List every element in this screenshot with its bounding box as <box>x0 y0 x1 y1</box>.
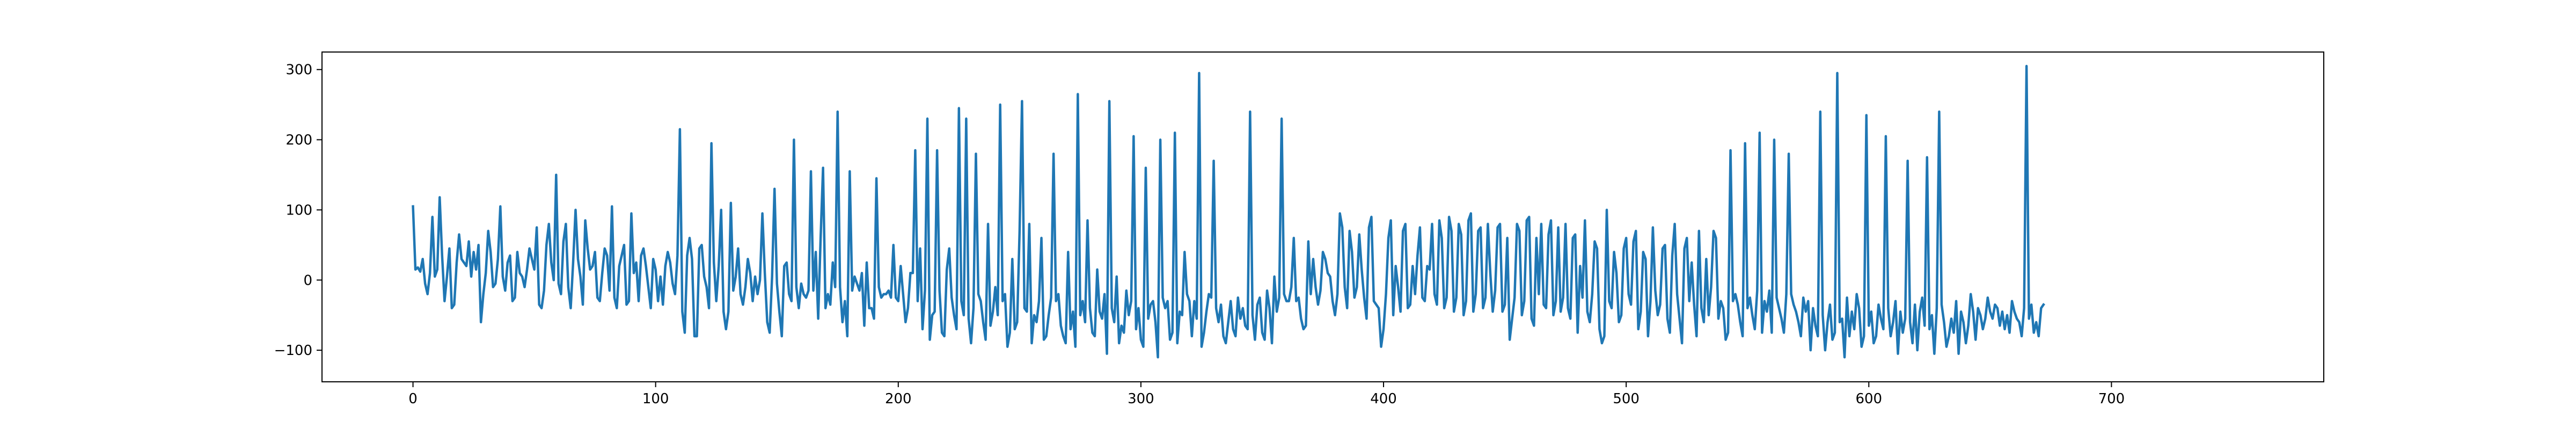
x-axis-ticks: 0 100 200 300 400 500 600 700 <box>408 382 2125 407</box>
x-tick-label: 200 <box>885 391 912 407</box>
axes-frame <box>321 51 2324 382</box>
plot-area <box>412 64 2045 359</box>
x-tick-label: 300 <box>1128 391 1154 407</box>
x-tick-label: 400 <box>1370 391 1397 407</box>
y-tick-label: 300 <box>286 62 312 78</box>
x-tick-label: 100 <box>642 391 669 407</box>
x-tick-label: 600 <box>1855 391 1882 407</box>
y-tick-label: −100 <box>274 343 312 359</box>
y-axis-ticks: −100 0 100 200 300 <box>274 62 322 359</box>
x-tick-label: 0 <box>408 391 418 407</box>
y-tick-label: 0 <box>303 272 312 289</box>
y-tick-label: 100 <box>286 202 312 218</box>
x-tick-label: 700 <box>2098 391 2125 407</box>
series-line-0 <box>412 64 2045 359</box>
y-tick-label: 200 <box>286 132 312 149</box>
x-tick-label: 500 <box>1613 391 1640 407</box>
